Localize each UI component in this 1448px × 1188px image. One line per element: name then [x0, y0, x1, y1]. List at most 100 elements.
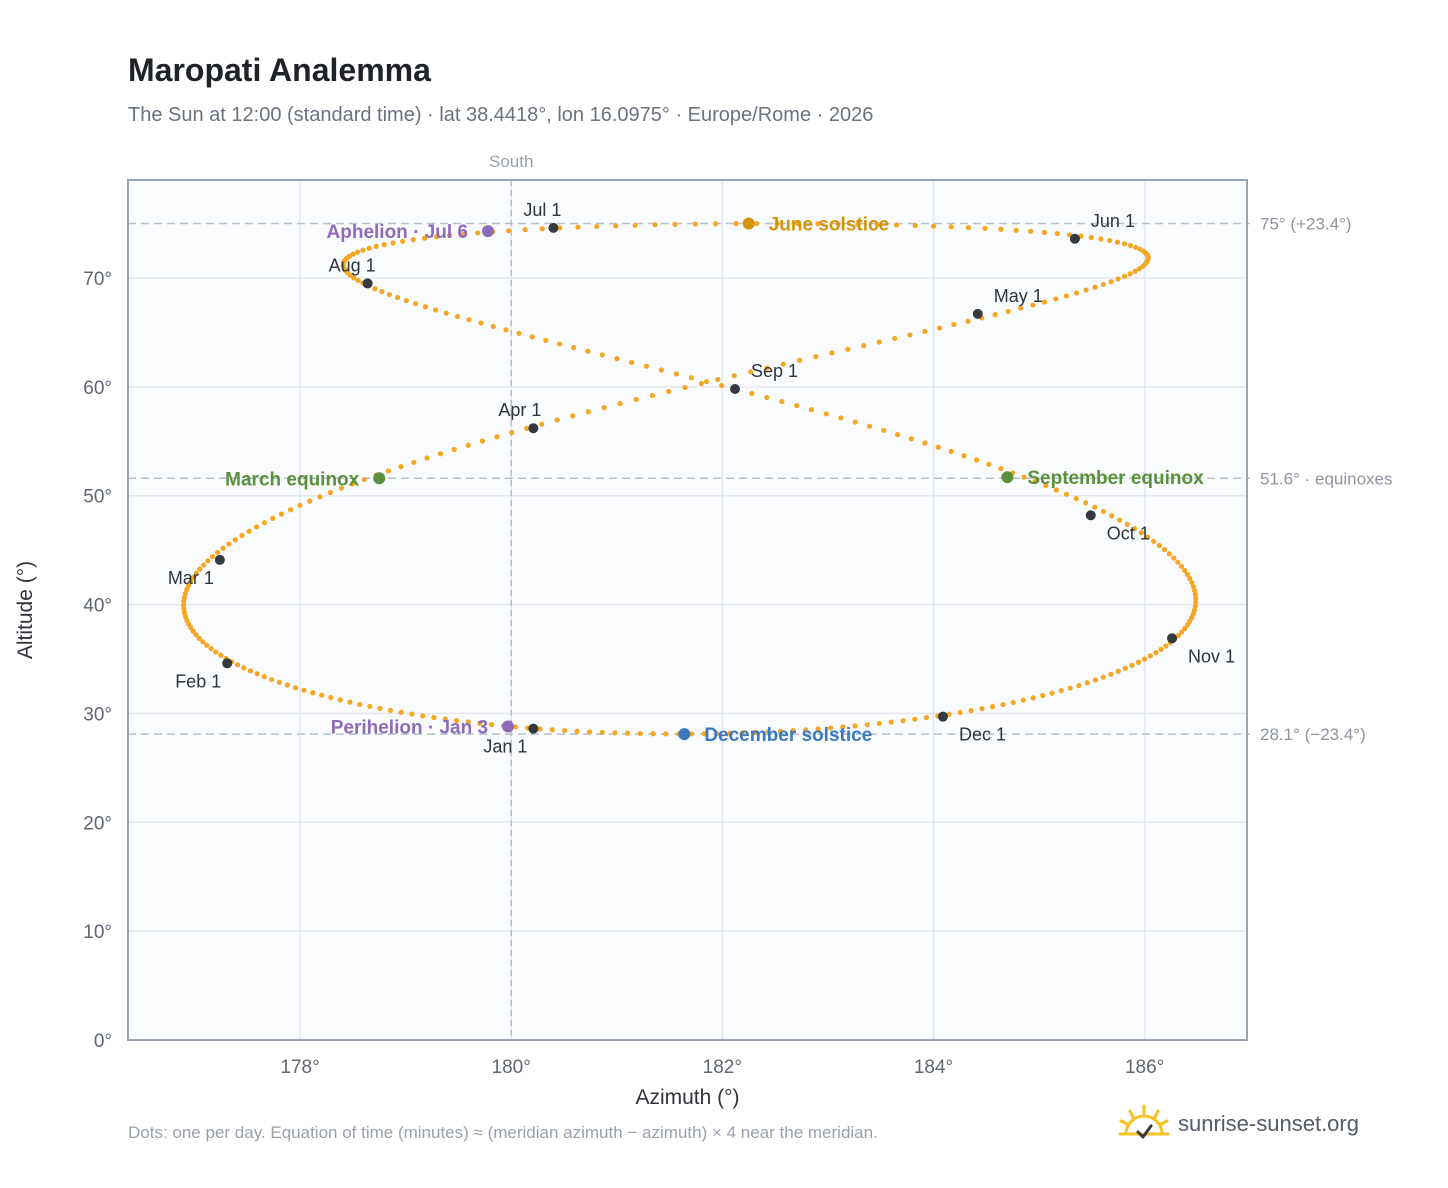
- daily-dot: [599, 352, 605, 358]
- daily-dot: [204, 642, 210, 648]
- daily-dot: [241, 665, 247, 671]
- daily-dot: [1083, 287, 1089, 293]
- month-marker-label: Feb 1: [175, 671, 221, 691]
- daily-dot: [366, 245, 372, 251]
- daily-dot: [658, 367, 664, 373]
- daily-dot: [876, 720, 882, 727]
- daily-dot: [948, 448, 954, 455]
- daily-dot: [509, 429, 515, 436]
- daily-dot: [974, 457, 980, 463]
- daily-dot: [424, 455, 430, 461]
- daily-dot: [270, 515, 276, 521]
- daily-dot: [543, 337, 549, 343]
- daily-dot: [1178, 563, 1185, 569]
- daily-dot: [193, 570, 199, 576]
- daily-dot: [888, 719, 894, 725]
- daily-dot: [466, 317, 472, 323]
- daily-dot: [503, 327, 509, 333]
- daily-dot: [454, 717, 460, 724]
- daily-dot: [327, 489, 334, 496]
- daily-dot: [475, 230, 481, 236]
- daily-dot: [1117, 517, 1123, 523]
- daily-dot: [181, 594, 188, 600]
- x-tick-label: 186°: [1125, 1057, 1164, 1078]
- y-tick-label: 0°: [94, 1031, 112, 1052]
- brand-text: sunrise-sunset.org: [1178, 1111, 1359, 1136]
- daily-dot: [612, 730, 618, 736]
- daily-dot: [1166, 551, 1172, 557]
- daily-dot: [181, 610, 188, 616]
- daily-dot: [829, 350, 835, 356]
- daily-dot: [574, 728, 580, 734]
- daily-dot: [276, 679, 282, 685]
- daily-dot: [489, 722, 495, 728]
- daily-dot: [278, 511, 285, 517]
- daily-dot: [350, 481, 356, 487]
- daily-dot: [261, 674, 267, 680]
- daily-dot: [1175, 633, 1181, 639]
- daily-dot: [992, 312, 998, 318]
- daily-dot: [181, 598, 187, 604]
- daily-dot: [1041, 299, 1048, 305]
- daily-dot: [835, 221, 841, 227]
- daily-dot: [866, 423, 873, 429]
- x-tick-label: 180°: [492, 1057, 531, 1078]
- daily-dot: [1073, 496, 1079, 502]
- daily-dot: [1092, 504, 1098, 510]
- daily-dot: [220, 545, 226, 551]
- daily-dot: [714, 730, 720, 737]
- chart-title: Maropati Analemma: [128, 52, 431, 88]
- daily-dot: [1184, 622, 1191, 628]
- daily-dot: [208, 646, 214, 652]
- month-marker-label: Jul 1: [523, 200, 561, 220]
- daily-dot: [287, 507, 294, 513]
- daily-dot: [1190, 583, 1196, 590]
- daily-dot: [585, 409, 591, 415]
- daily-dot: [351, 275, 357, 281]
- y-axis-title: Altitude (°): [14, 561, 37, 659]
- y-tick-label: 70°: [83, 269, 112, 290]
- daily-dot: [193, 632, 199, 638]
- event-label: September equinox: [1027, 468, 1204, 489]
- daily-dot: [795, 220, 801, 227]
- daily-dot: [190, 628, 196, 634]
- daily-dot: [601, 405, 607, 411]
- daily-dot: [951, 321, 957, 328]
- daily-dot: [443, 310, 449, 316]
- daily-dot: [1124, 521, 1130, 527]
- daily-dot: [506, 228, 512, 234]
- daily-dot: [650, 731, 656, 737]
- daily-dot: [442, 716, 448, 722]
- daily-dot: [1063, 491, 1070, 497]
- daily-dot: [254, 671, 260, 677]
- daily-dot: [554, 417, 560, 423]
- daily-dot: [1132, 268, 1138, 274]
- daily-dot: [719, 382, 725, 389]
- daily-dot: [557, 341, 563, 347]
- daily-dot: [779, 398, 785, 405]
- daily-dot: [377, 705, 383, 712]
- daily-dot: [379, 289, 385, 295]
- brand-logo[interactable]: sunrise-sunset.org: [1118, 1100, 1359, 1148]
- daily-dot: [1108, 671, 1114, 677]
- daily-dot: [1182, 625, 1188, 632]
- daily-dot: [246, 528, 252, 534]
- daily-dot: [1032, 478, 1038, 485]
- daily-dot: [823, 411, 829, 417]
- daily-dot: [201, 562, 207, 568]
- daily-dot: [539, 226, 545, 232]
- daily-dot: [1030, 302, 1036, 308]
- daily-dot: [874, 221, 880, 228]
- daily-dot: [247, 668, 253, 674]
- daily-dot: [957, 709, 963, 716]
- daily-dot: [479, 438, 486, 444]
- daily-dot: [181, 602, 187, 608]
- daily-dot: [764, 394, 770, 401]
- daily-dot: [649, 392, 656, 399]
- daily-dot: [373, 243, 379, 250]
- daily-dot: [1115, 668, 1121, 674]
- daily-dot: [372, 286, 378, 292]
- daily-dot: [292, 685, 299, 691]
- daily-dot: [1161, 547, 1168, 553]
- daily-dot: [284, 682, 290, 688]
